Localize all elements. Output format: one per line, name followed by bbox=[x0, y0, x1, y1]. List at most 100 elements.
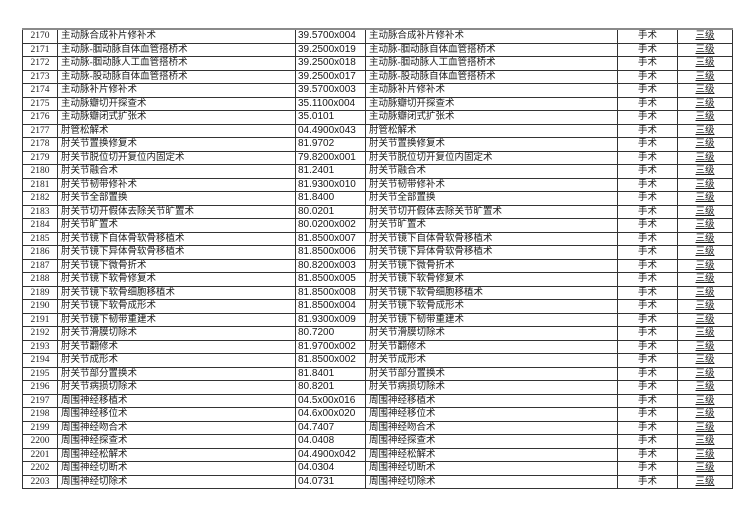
category-cell: 手术 bbox=[617, 218, 678, 233]
category-cell: 手术 bbox=[617, 326, 678, 341]
procedure-code-cell: 80.0200x002 bbox=[295, 218, 366, 233]
level-cell: 三级 bbox=[677, 204, 733, 219]
level-cell: 三级 bbox=[677, 150, 733, 165]
table-row: 2182 肘关节全部置换 81.8400 肘关节全部置换 手术 三级 bbox=[22, 191, 733, 206]
procedure-name-cell: 主动脉-股动脉自体血管搭桥术 bbox=[57, 69, 296, 84]
procedure-name-repeat-cell: 肘关节旷置术 bbox=[365, 218, 618, 233]
table-row: 2183 肘关节切开假体去除关节旷置术 80.0201 肘关节切开假体去除关节旷… bbox=[22, 204, 733, 219]
procedure-name-cell: 周围神经吻合术 bbox=[57, 420, 296, 435]
table-row: 2189 肘关节镜下软骨细胞移植术 81.8500x008 肘关节镜下软骨细胞移… bbox=[22, 285, 733, 300]
level-cell: 三级 bbox=[677, 312, 733, 327]
row-number-cell: 2192 bbox=[22, 326, 58, 341]
procedure-name-repeat-cell: 肘关节镜下韧带重建术 bbox=[365, 312, 618, 327]
level-cell: 三级 bbox=[677, 393, 733, 408]
procedure-name-repeat-cell: 周围神经探查术 bbox=[365, 434, 618, 449]
procedure-name-repeat-cell: 主动脉-腘动脉人工血管搭桥术 bbox=[365, 56, 618, 71]
level-cell: 三级 bbox=[677, 83, 733, 98]
table-row: 2187 肘关节镜下微骨折术 80.8200x003 肘关节镜下微骨折术 手术 … bbox=[22, 258, 733, 273]
procedure-name-repeat-cell: 主动脉补片修补术 bbox=[365, 83, 618, 98]
level-cell: 三级 bbox=[677, 96, 733, 111]
procedure-name-cell: 肘关节滑膜切除术 bbox=[57, 326, 296, 341]
category-cell: 手术 bbox=[617, 474, 678, 489]
procedure-code-cell: 04.5x00x016 bbox=[295, 393, 366, 408]
procedure-name-cell: 肘关节韧带修补术 bbox=[57, 177, 296, 192]
procedure-code-cell: 35.1100x004 bbox=[295, 96, 366, 111]
level-cell: 三级 bbox=[677, 299, 733, 314]
procedure-code-cell: 04.6x00x020 bbox=[295, 407, 366, 422]
category-cell: 手术 bbox=[617, 299, 678, 314]
procedure-name-repeat-cell: 周围神经松解术 bbox=[365, 447, 618, 462]
procedure-code-cell: 79.8200x001 bbox=[295, 150, 366, 165]
table-row: 2199 周围神经吻合术 04.7407 周围神经吻合术 手术 三级 bbox=[22, 420, 733, 435]
procedure-name-repeat-cell: 周围神经吻合术 bbox=[365, 420, 618, 435]
procedure-name-cell: 肘关节镜下韧带重建术 bbox=[57, 312, 296, 327]
procedure-code-cell: 81.8500x005 bbox=[295, 272, 366, 287]
row-number-cell: 2195 bbox=[22, 366, 58, 381]
level-cell: 三级 bbox=[677, 245, 733, 260]
procedure-code-cell: 39.5700x003 bbox=[295, 83, 366, 98]
level-cell: 三级 bbox=[677, 447, 733, 462]
procedure-name-repeat-cell: 肘关节镜下微骨折术 bbox=[365, 258, 618, 273]
level-cell: 三级 bbox=[677, 123, 733, 138]
table-row: 2174 主动脉补片修补术 39.5700x003 主动脉补片修补术 手术 三级 bbox=[22, 83, 733, 98]
row-number-cell: 2194 bbox=[22, 353, 58, 368]
level-cell: 三级 bbox=[677, 69, 733, 84]
procedure-name-repeat-cell: 肘关节翻修术 bbox=[365, 339, 618, 354]
category-cell: 手术 bbox=[617, 258, 678, 273]
procedure-name-repeat-cell: 主动脉合成补片修补术 bbox=[365, 28, 618, 44]
procedure-name-cell: 主动脉瓣切开探查术 bbox=[57, 96, 296, 111]
row-number-cell: 2176 bbox=[22, 110, 58, 125]
procedure-name-repeat-cell: 肘关节切开假体去除关节旷置术 bbox=[365, 204, 618, 219]
procedure-name-cell: 主动脉合成补片修补术 bbox=[57, 28, 296, 44]
procedure-name-repeat-cell: 肘关节融合术 bbox=[365, 164, 618, 179]
category-cell: 手术 bbox=[617, 56, 678, 71]
row-number-cell: 2202 bbox=[22, 461, 58, 476]
row-number-cell: 2200 bbox=[22, 434, 58, 449]
procedure-code-cell: 04.4900x043 bbox=[295, 123, 366, 138]
row-number-cell: 2184 bbox=[22, 218, 58, 233]
level-cell: 三级 bbox=[677, 42, 733, 57]
procedure-name-cell: 周围神经探查术 bbox=[57, 434, 296, 449]
row-number-cell: 2185 bbox=[22, 231, 58, 246]
procedure-name-cell: 肘关节镜下软骨修复术 bbox=[57, 272, 296, 287]
category-cell: 手术 bbox=[617, 245, 678, 260]
procedure-name-repeat-cell: 肘管松解术 bbox=[365, 123, 618, 138]
procedure-name-cell: 肘关节脱位切开复位内固定术 bbox=[57, 150, 296, 165]
table-row: 2203 周围神经切除术 04.0731 周围神经切除术 手术 三级 bbox=[22, 474, 733, 489]
procedure-name-repeat-cell: 肘关节部分置换术 bbox=[365, 366, 618, 381]
procedure-name-cell: 肘关节融合术 bbox=[57, 164, 296, 179]
row-number-cell: 2203 bbox=[22, 474, 58, 489]
category-cell: 手术 bbox=[617, 393, 678, 408]
procedure-code-cell: 81.9300x010 bbox=[295, 177, 366, 192]
category-cell: 手术 bbox=[617, 353, 678, 368]
category-cell: 手术 bbox=[617, 231, 678, 246]
procedure-code-cell: 39.5700x004 bbox=[295, 28, 366, 44]
level-cell: 三级 bbox=[677, 474, 733, 489]
procedure-code-cell: 81.8500x004 bbox=[295, 299, 366, 314]
procedure-name-cell: 肘关节镜下软骨细胞移植术 bbox=[57, 285, 296, 300]
row-number-cell: 2198 bbox=[22, 407, 58, 422]
category-cell: 手术 bbox=[617, 285, 678, 300]
table-body: 2170 主动脉合成补片修补术 39.5700x004 主动脉合成补片修补术 手… bbox=[22, 28, 733, 489]
row-number-cell: 2186 bbox=[22, 245, 58, 260]
row-number-cell: 2187 bbox=[22, 258, 58, 273]
procedure-name-cell: 肘关节镜下软骨成形术 bbox=[57, 299, 296, 314]
level-cell: 三级 bbox=[677, 434, 733, 449]
row-number-cell: 2196 bbox=[22, 380, 58, 395]
category-cell: 手术 bbox=[617, 28, 678, 44]
level-cell: 三级 bbox=[677, 366, 733, 381]
table-row: 2173 主动脉-股动脉自体血管搭桥术 39.2500x017 主动脉-股动脉自… bbox=[22, 69, 733, 84]
table-row: 2170 主动脉合成补片修补术 39.5700x004 主动脉合成补片修补术 手… bbox=[22, 28, 733, 44]
level-cell: 三级 bbox=[677, 137, 733, 152]
procedure-code-cell: 81.8500x002 bbox=[295, 353, 366, 368]
procedure-code-cell: 81.2401 bbox=[295, 164, 366, 179]
procedure-name-repeat-cell: 肘关节镜下自体骨软骨移植术 bbox=[365, 231, 618, 246]
table-row: 2190 肘关节镜下软骨成形术 81.8500x004 肘关节镜下软骨成形术 手… bbox=[22, 299, 733, 314]
level-cell: 三级 bbox=[677, 110, 733, 125]
row-number-cell: 2172 bbox=[22, 56, 58, 71]
table-row: 2176 主动脉瓣闭式扩张术 35.0101 主动脉瓣闭式扩张术 手术 三级 bbox=[22, 110, 733, 125]
category-cell: 手术 bbox=[617, 42, 678, 57]
category-cell: 手术 bbox=[617, 339, 678, 354]
category-cell: 手术 bbox=[617, 69, 678, 84]
category-cell: 手术 bbox=[617, 380, 678, 395]
